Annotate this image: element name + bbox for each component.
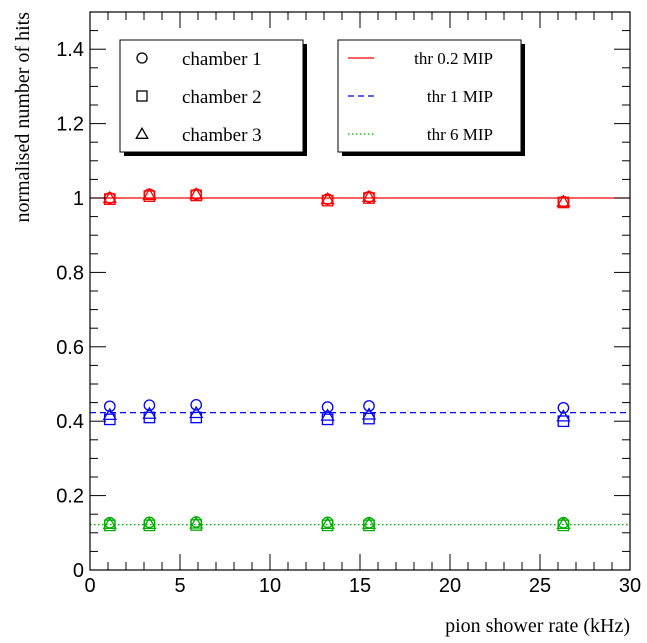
data-point-thr3-chamber2-6 [557,519,570,532]
data-point-thr1-chamber3-4 [320,191,335,205]
data-point-thr1-chamber3-2 [142,187,157,201]
y-tick-label: 1.4 [56,39,84,61]
data-point-thr3-chamber2-4 [321,519,334,532]
data-point-thr2-chamber3-1 [102,407,117,421]
legend-label-chamber-1: chamber 1 [182,49,262,70]
data-point-thr1-chamber2-2 [143,190,156,202]
data-point-thr2-chamber1-3 [190,398,203,411]
x-tick-label: 20 [439,575,461,597]
data-point-thr1-chamber3-3 [189,186,204,200]
x-tick-label: 25 [529,575,551,597]
data-point-thr2-chamber1-5 [363,400,375,412]
data-point-thr3-chamber2-2 [143,519,156,532]
y-tick-label: 1.2 [56,114,84,136]
data-point-thr2-chamber3-6 [556,409,571,422]
legend-label-threshold-1: thr 0.2 MIP [414,49,493,68]
x-tick-label: 15 [349,575,371,597]
legend-label-threshold-3: thr 6 MIP [427,125,493,144]
data-point-thr3-chamber3-4 [320,516,335,530]
x-tick-label: 30 [619,575,641,597]
legend-marker-square [136,90,148,102]
data-point-thr1-chamber2-5 [363,192,375,204]
x-axis-title: pion shower rate (kHz) [445,615,630,637]
marker-legend-box [119,39,304,153]
y-axis-title: normalised number of hits [12,12,34,223]
data-point-thr1-chamber3-1 [102,190,117,204]
data-point-thr1-chamber2-4 [321,194,334,207]
legend-marker-triangle [135,126,149,139]
data-point-thr3-chamber2-3 [190,519,203,531]
data-point-thr3-chamber3-6 [556,516,571,530]
x-tick-label: 10 [259,575,281,597]
legend-marker-circle [136,52,148,64]
data-point-thr1-chamber3-6 [556,194,571,207]
y-tick-label: 0.4 [56,411,84,433]
data-point-thr2-chamber3-4 [320,408,335,421]
y-tick-label: 0.8 [56,262,84,284]
data-point-thr2-chamber3-2 [142,406,157,419]
data-point-thr1-chamber2-1 [103,193,116,205]
data-point-thr2-chamber1-4 [321,401,334,413]
data-point-thr3-chamber3-5 [361,516,377,530]
data-point-thr3-chamber3-1 [102,516,117,530]
data-point-thr2-chamber1-2 [143,399,156,412]
y-tick-label: 1 [73,188,84,210]
data-point-thr2-chamber1-6 [557,401,570,414]
data-point-thr1-chamber3-5 [361,189,377,203]
data-point-thr2-chamber3-5 [361,407,377,420]
data-point-thr3-chamber2-5 [363,519,375,532]
axes-layer: 0 5 10 15 20 25 30 0 0.2 0.4 0.6 0.8 1 1.2 1.4 [56,11,641,597]
legend-label-chamber-2: chamber 2 [182,87,262,108]
data-point-thr3-chamber3-3 [189,516,204,529]
legend-label-chamber-3: chamber 3 [182,125,262,146]
data-point-thr3-chamber2-1 [103,519,116,532]
legend-layer: chamber 1 chamber 2 chamber 3 thr 0.2 MIP th… [119,39,525,156]
data-point-thr2-chamber3-3 [189,405,204,419]
data-point-thr1-chamber2-3 [190,189,203,202]
data-point-thr3-chamber3-2 [142,516,157,530]
data-layer [90,186,630,532]
x-tick-label: 5 [174,575,185,597]
y-tick-label: 0.6 [56,337,84,359]
data-point-thr2-chamber1-1 [103,400,116,413]
data-point-thr1-chamber2-6 [557,196,570,209]
x-tick-label: 0 [84,575,95,597]
y-tick-label: 0 [73,560,84,582]
y-tick-label: 0.2 [56,486,84,508]
legend-label-threshold-2: thr 1 MIP [427,87,493,106]
